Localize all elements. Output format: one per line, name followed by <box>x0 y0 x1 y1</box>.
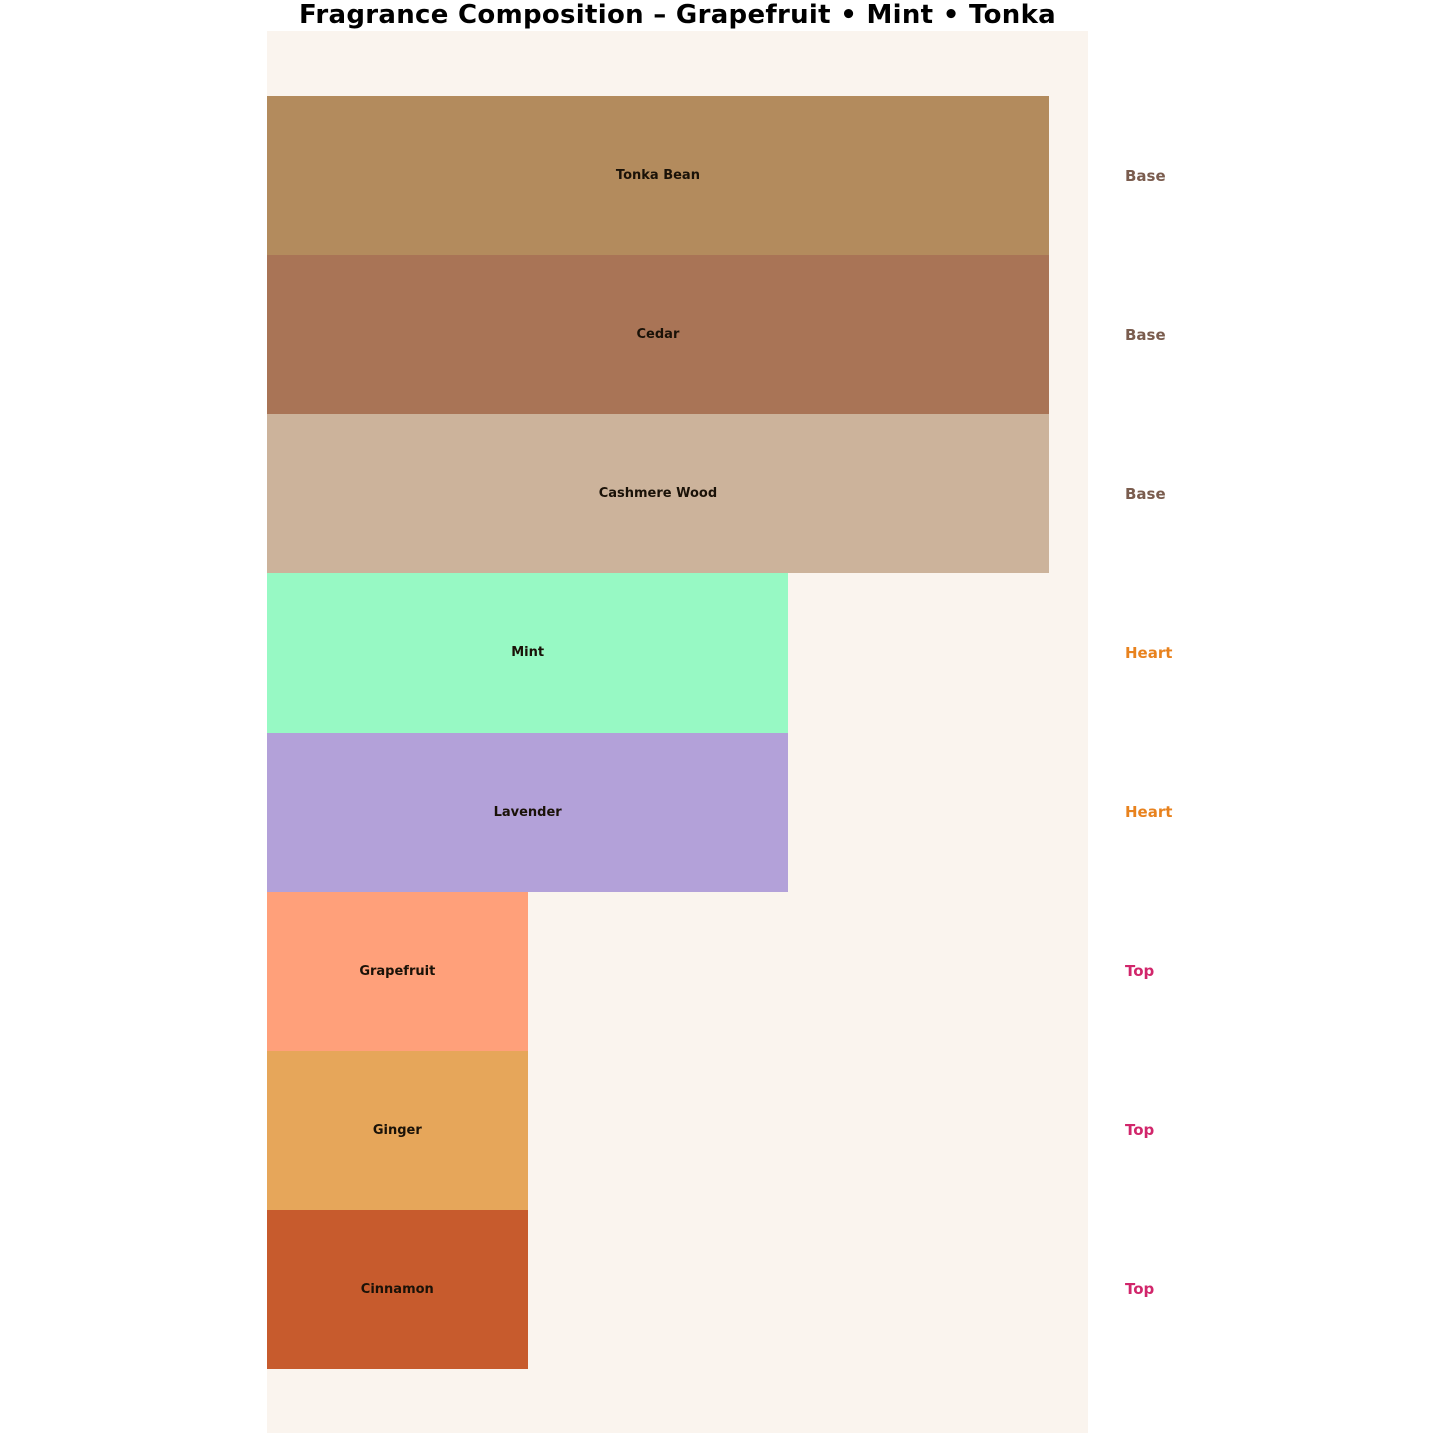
bar-grapefruit: Grapefruit <box>267 891 528 1051</box>
bar-label-tonka-bean: Tonka Bean <box>615 168 700 184</box>
stage-label-heart-3: Heart <box>1125 643 1173 662</box>
chart-title: Fragrance Composition – Grapefruit • Min… <box>298 0 1057 30</box>
bar-label-cinnamon: Cinnamon <box>360 1281 434 1297</box>
bar-ginger: Ginger <box>267 1050 528 1210</box>
stage-label-top-5: Top <box>1125 962 1155 981</box>
bar-label-mint: Mint <box>511 645 545 661</box>
bar-lavender: Lavender <box>267 732 789 892</box>
stage-label-base-2: Base <box>1125 484 1166 503</box>
bar-label-lavender: Lavender <box>493 804 562 820</box>
bar-label-grapefruit: Grapefruit <box>359 963 436 979</box>
stage-label-base-0: Base <box>1125 166 1166 185</box>
stage-label-top-7: Top <box>1125 1280 1155 1299</box>
bar-label-ginger: Ginger <box>372 1122 422 1138</box>
bar-cedar: Cedar <box>267 255 1049 415</box>
bar-label-cashmere-wood: Cashmere Wood <box>598 486 718 502</box>
bar-label-cedar: Cedar <box>636 327 680 343</box>
bar-tonka-bean: Tonka Bean <box>267 96 1049 256</box>
bar-cinnamon: Cinnamon <box>267 1209 528 1370</box>
stage-label-heart-4: Heart <box>1125 803 1173 822</box>
bar-mint: Mint <box>267 573 789 733</box>
plot-area: Tonka Bean Cedar Cashmere Wood Mint Lavender… <box>267 31 1088 1433</box>
bar-cashmere-wood: Cashmere Wood <box>267 414 1049 574</box>
stage-label-top-6: Top <box>1125 1121 1155 1140</box>
stage-label-base-1: Base <box>1125 325 1166 344</box>
